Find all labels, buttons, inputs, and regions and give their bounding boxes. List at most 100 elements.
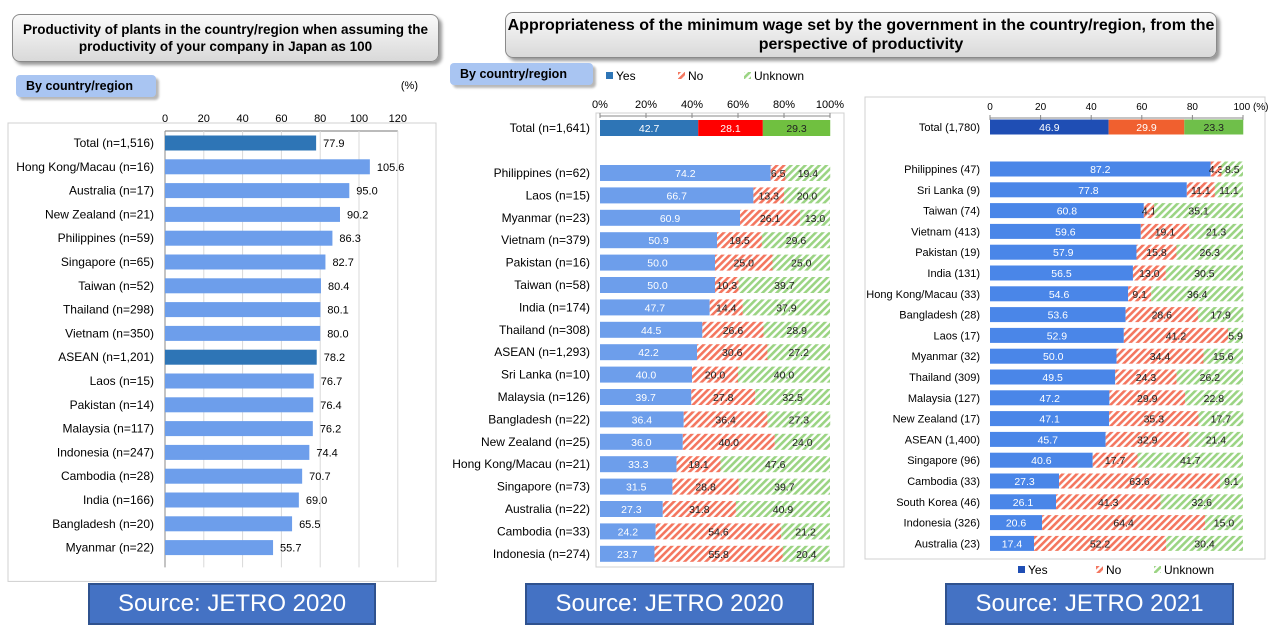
chart3-bar-unknown [1219,473,1243,489]
chart1-category-label: Pakistan (n=14) [70,398,154,412]
chart3-data-label-unknown: 15.6 [1213,351,1234,363]
chart1-data-label: 55.7 [280,543,301,555]
chart3-bar-no [1140,223,1190,239]
chart3-data-label-unknown: 21.3 [1206,226,1227,238]
chart3-category-label: New Zealand (17) [893,414,980,426]
chart3-category-label: Laos (17) [934,330,980,342]
chart1-tick-label: 100 [350,113,368,125]
chart2-source: Source: JETRO 2020 [525,583,814,625]
chart1-data-label: 76.2 [320,424,341,436]
chart2-bar-yes [600,456,677,473]
chart2-data-label-yes: 27.3 [621,504,642,516]
chart3-bar-no [1109,390,1186,406]
chart3-data-label-yes: 49.5 [1042,372,1063,384]
chart2-bar-yes [600,232,718,249]
chart2-data-label-yes: 47.7 [645,302,666,314]
chart1-bar [165,135,317,151]
chart1-category-label: Laos (n=15) [90,374,154,388]
chart3-bar-no [1056,494,1161,510]
chart2-data-label-yes: 33.3 [628,459,649,471]
chart3-bar-no [1128,286,1152,302]
chart3-bar-yes [990,307,1126,323]
chart3-data-label-no: 19.1 [1155,226,1176,238]
chart2-bar-yes [600,209,741,226]
chart2-category-label: Singapore (n=73) [497,480,590,494]
chart3-legend-label: Yes [1028,563,1048,577]
chart2-data-label-unknown: 29.6 [786,235,807,247]
chart1-category-label: Total (n=1,516) [74,136,154,150]
chart1-category-label: Vietnam (n=350) [65,326,154,340]
chart2-bar-yes [600,187,754,204]
chart1-data-label: 78.2 [324,352,345,364]
chart3-bar-yes [990,327,1124,343]
chart3-data-label-unknown: 21.4 [1206,434,1227,446]
chart3-bar-unknown [1185,390,1243,406]
chart1-category-label: India (n=166) [83,493,154,507]
chart2-data-label-no: 10.3 [717,280,738,292]
chart3-bar-no [1108,119,1185,135]
chart3-bar-yes [990,244,1137,260]
chart3-bar-no [1115,369,1177,385]
chart3-data-label-unknown: 17.7 [1211,414,1232,426]
chart1-tick-label: 0 [162,113,168,125]
chart2-data-label-yes: 23.7 [617,549,638,561]
chart3-data-label-unknown: 11.1 [1219,185,1239,197]
chart2-bar-yes [600,321,703,338]
chart3-data-label-yes: 47.2 [1039,393,1060,405]
chart1-category-label: Singapore (n=65) [61,255,154,269]
chart1-bar [165,230,333,246]
chart2-data-label-no: 13.3 [758,190,779,202]
chart2-legend-label: Yes [616,69,636,83]
chart2-data-label-no: 14.4 [716,302,737,314]
chart2-bar-no [676,456,721,473]
chart3-bar-yes [990,411,1110,427]
chart2-data-label-yes: 50.9 [648,235,669,247]
chart3-bar-no [1109,411,1199,427]
chart2-bar-yes [600,478,673,495]
chart3-bar-yes [990,535,1035,551]
chart2-category-label: Taiwan (n=58) [514,278,590,292]
chart2-category-label: Cambodia (n=33) [497,524,590,538]
chart2-data-label-unknown: 29.3 [786,123,807,135]
chart2-data-label-no: 40.0 [719,437,740,449]
chart3-bar-no [1123,327,1229,343]
chart3-tick-label: 80 [1187,102,1199,113]
chart1-category-label: Myanmar (n=22) [66,541,154,555]
chart2-data-label-unknown: 39.7 [774,280,795,292]
chart1-bar [165,540,274,556]
chart1-tick-label: 80 [314,113,326,125]
chart2-data-label-unknown: 37.9 [776,302,797,314]
chart1-category-label: Cambodia (n=28) [61,469,154,483]
chart2-bar-yes [600,366,692,383]
chart2-data-label-yes: 31.5 [626,482,647,494]
chart3-bar-yes [990,348,1117,364]
chart3-category-label: Cambodia (33) [907,476,980,488]
chart3-category-label: Pakistan (19) [915,247,980,259]
chart3-data-label-yes: 53.6 [1048,310,1069,322]
chart2-data-label-no: 27.8 [713,392,734,404]
chart3-data-label-no: 41.3 [1098,497,1119,509]
chart3-bar-unknown [1154,203,1243,219]
chart2-bar-unknown [772,254,830,271]
chart1-bar [165,325,321,341]
chart3-source: Source: JETRO 2021 [945,583,1234,625]
chart3-data-label-unknown: 15.0 [1214,518,1235,530]
chart1-title: Productivity of plants in the country/re… [22,22,429,54]
chart2-bar-no [672,478,739,495]
chart3-legend-label: No [1106,563,1122,577]
chart1-data-label: 86.3 [339,233,360,245]
chart2-category-label: ASEAN (n=1,293) [494,345,590,359]
chart2-bar-no [682,433,775,450]
chart3-data-label-yes: 50.0 [1043,351,1064,363]
chart3-data-label-unknown: 41.7 [1180,455,1201,467]
chart2-data-label-unknown: 32.5 [782,392,803,404]
chart3-category-label: Sri Lanka (9) [917,185,980,197]
chart2-data-label-yes: 36.0 [631,437,652,449]
chart1-category-label: Malaysia (n=117) [63,422,155,436]
chart3-bar-yes [990,223,1141,239]
chart1-tick-label: 60 [275,113,287,125]
chart2-tick-label: 20% [635,99,657,111]
chart1-data-label: 90.2 [347,209,368,221]
chart2-category-label: Vietnam (n=379) [501,233,590,247]
chart2-data-label-unknown: 40.9 [773,504,794,516]
